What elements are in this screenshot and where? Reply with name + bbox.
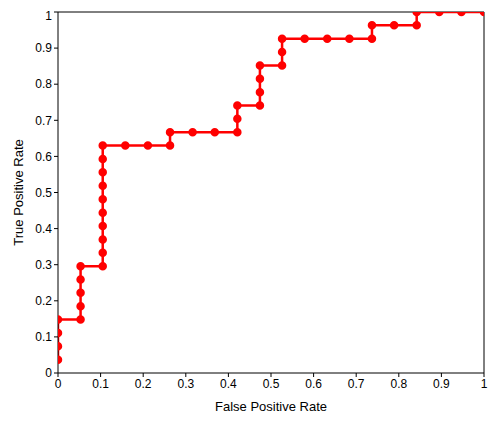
svg-text:0.6: 0.6: [305, 377, 322, 391]
svg-text:0.3: 0.3: [35, 258, 52, 272]
svg-text:0.6: 0.6: [35, 150, 52, 164]
svg-text:0.7: 0.7: [35, 114, 52, 128]
svg-text:0.5: 0.5: [35, 186, 52, 200]
svg-text:1: 1: [45, 9, 52, 23]
svg-text:0.1: 0.1: [35, 330, 52, 344]
svg-text:0.2: 0.2: [135, 377, 152, 391]
svg-text:0.4: 0.4: [35, 222, 52, 236]
svg-text:0.9: 0.9: [433, 377, 450, 391]
svg-text:1: 1: [481, 377, 488, 391]
svg-text:0.9: 0.9: [35, 41, 52, 55]
svg-text:False Positive Rate: False Positive Rate: [215, 399, 327, 414]
svg-text:0.4: 0.4: [220, 377, 237, 391]
svg-text:0.8: 0.8: [35, 77, 52, 91]
svg-text:0.2: 0.2: [35, 294, 52, 308]
svg-text:0.8: 0.8: [390, 377, 407, 391]
svg-text:0: 0: [55, 377, 62, 391]
svg-text:0.3: 0.3: [177, 377, 194, 391]
svg-text:True Positive Rate: True Positive Rate: [11, 139, 26, 245]
svg-text:0.7: 0.7: [348, 377, 365, 391]
svg-text:0.5: 0.5: [263, 377, 280, 391]
svg-text:0.1: 0.1: [92, 377, 109, 391]
svg-text:0: 0: [45, 366, 52, 380]
